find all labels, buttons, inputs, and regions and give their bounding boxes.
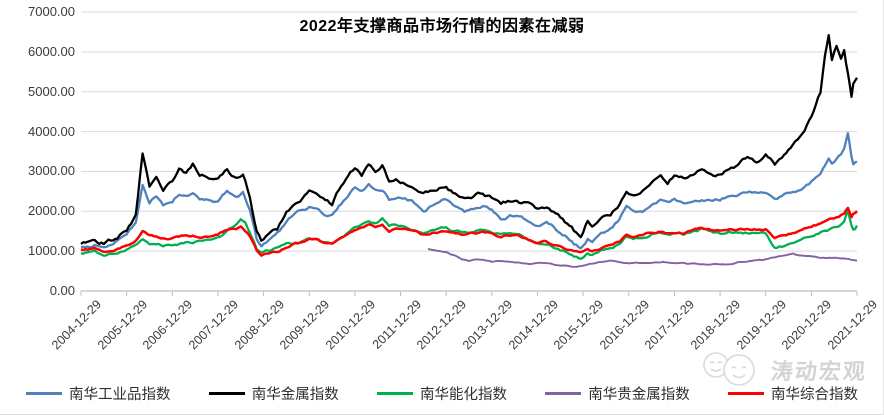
legend-label: 南华工业品指数 bbox=[69, 387, 171, 403]
legend-label: 南华贵金属指数 bbox=[588, 387, 690, 403]
chart-title: 2022年支撑商品市场行情的因素在减弱 bbox=[299, 18, 585, 35]
y-axis-tick-label: 2000.00 bbox=[28, 203, 75, 219]
legend-item: 南华金属指数 bbox=[208, 383, 339, 404]
y-axis-tick-label: 0.00 bbox=[49, 283, 75, 298]
legend-label: 南华金属指数 bbox=[251, 387, 339, 403]
legend-label: 南华综合指数 bbox=[771, 387, 858, 403]
legend-line-marker bbox=[377, 392, 413, 395]
y-axis-tick-label: 6000.00 bbox=[28, 43, 75, 59]
legend-line-marker bbox=[728, 392, 764, 395]
chart-legend: 南华工业品指数 南华金属指数 南华能化指数 南华贵金属指数 南华综合指数 bbox=[0, 383, 883, 404]
legend-item: 南华工业品指数 bbox=[26, 383, 171, 404]
series-line-4 bbox=[427, 248, 858, 268]
series-line-2 bbox=[80, 33, 858, 246]
legend-line-marker bbox=[26, 392, 62, 395]
legend-label: 南华能化指数 bbox=[420, 387, 507, 403]
y-axis-tick-label: 4000.00 bbox=[28, 123, 75, 139]
y-axis-tick-label: 1000.00 bbox=[28, 243, 75, 259]
y-axis-tick-label: 3000.00 bbox=[28, 163, 75, 179]
series-line-5 bbox=[80, 206, 858, 257]
legend-item: 南华能化指数 bbox=[377, 383, 507, 404]
y-axis-tick-label: 5000.00 bbox=[28, 83, 75, 99]
series-line-1 bbox=[80, 132, 858, 250]
legend-item: 南华贵金属指数 bbox=[545, 383, 690, 404]
legend-line-marker bbox=[545, 392, 582, 395]
legend-item: 南华综合指数 bbox=[728, 383, 858, 404]
y-axis-tick-label: 7000.00 bbox=[28, 4, 75, 19]
legend-line-marker bbox=[208, 392, 245, 395]
series-line-3 bbox=[80, 209, 859, 260]
